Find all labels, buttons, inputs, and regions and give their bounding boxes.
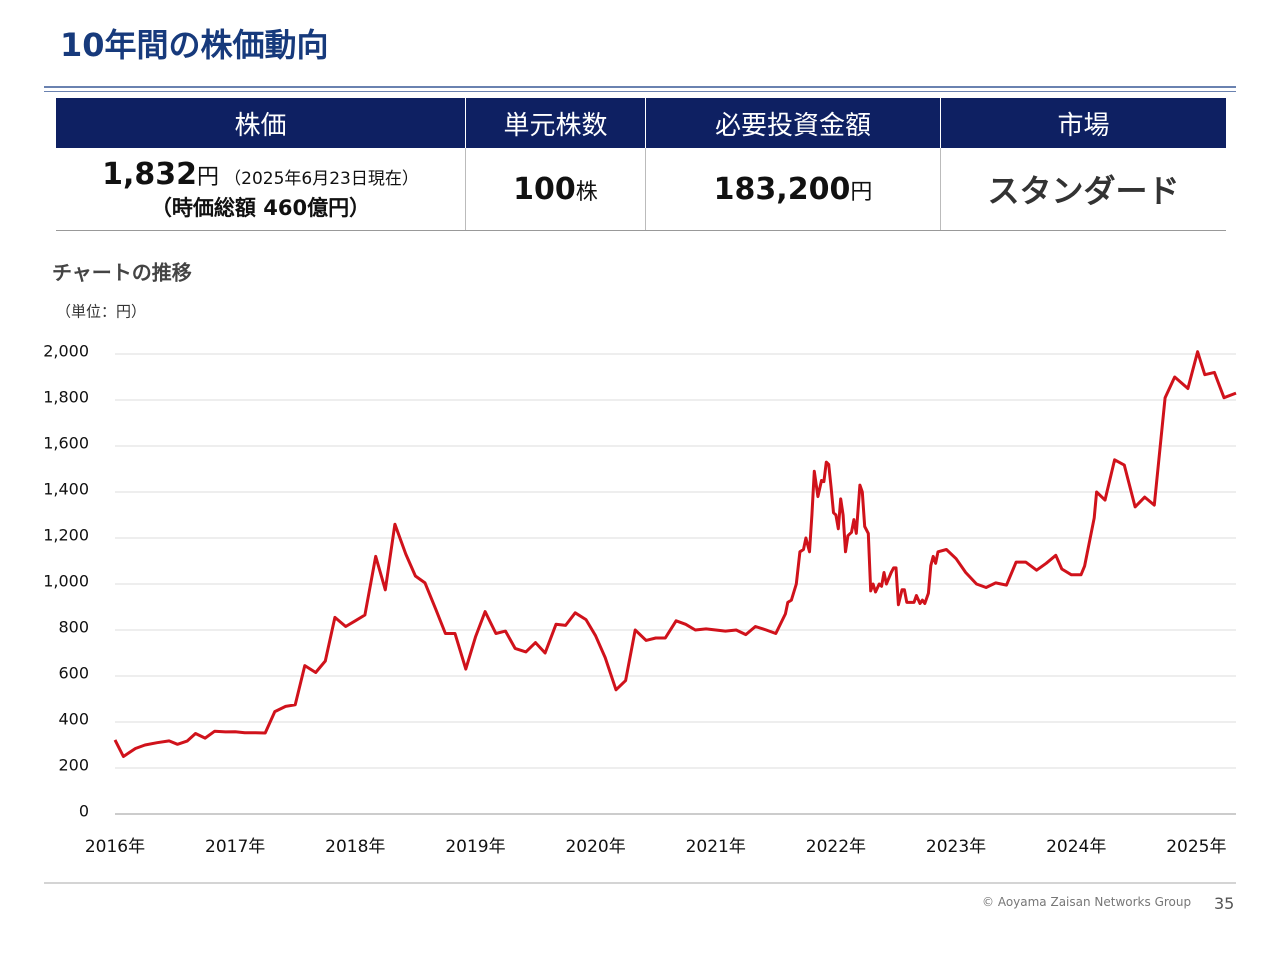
y-tick-label: 200	[58, 756, 89, 775]
header-cell: 必要投資金額	[645, 98, 941, 148]
unit: 株	[575, 179, 598, 205]
price: 1,832	[102, 156, 198, 192]
y-tick-label: 1,000	[43, 572, 89, 591]
data-row: 1,832円 （2025年6月23日現在） （時価総額 460億円） 100株 …	[56, 148, 1226, 231]
y-tick-label: 1,600	[43, 434, 89, 453]
investment-cell: 183,200円	[645, 148, 941, 231]
x-tick-label: 2025年	[1166, 837, 1226, 857]
unit-label: （単位：円）	[56, 303, 146, 321]
x-tick-label: 2019年	[445, 837, 505, 857]
y-tick-label: 2,000	[43, 342, 89, 361]
y-tick-label: 600	[58, 664, 89, 683]
market-cap: （時価総額 460億円）	[150, 195, 371, 220]
page-number: 35	[1214, 894, 1235, 913]
unit: 円	[850, 179, 873, 205]
unit: 円	[197, 164, 220, 190]
header-cell: 市場	[940, 98, 1226, 148]
shares: 100	[513, 171, 576, 207]
market-cell: スタンダード	[940, 148, 1226, 231]
header-row: 株価 単元株数 必要投資金額 市場	[56, 98, 1226, 148]
x-tick-label: 2022年	[806, 837, 866, 857]
slide-title: 10年間の株価動向	[60, 26, 329, 64]
header-cell: 株価	[56, 98, 466, 148]
x-tick-label: 2023年	[926, 837, 986, 857]
header-cell: 単元株数	[465, 98, 646, 148]
y-tick-label: 400	[58, 710, 89, 729]
x-tick-label: 2024年	[1046, 837, 1106, 857]
y-tick-label: 1,200	[43, 526, 89, 545]
x-tick-label: 2018年	[325, 837, 385, 857]
info-table: 株価 単元株数 必要投資金額 市場 1,832円 （2025年6月23日現在） …	[56, 98, 1226, 231]
y-tick-label: 1,800	[43, 388, 89, 407]
x-tick-label: 2016年	[85, 837, 145, 857]
y-tick-label: 0	[79, 802, 89, 821]
investment: 183,200	[713, 171, 851, 207]
y-tick-label: 800	[58, 618, 89, 637]
title-rule	[44, 91, 1236, 92]
price-line	[113, 350, 1237, 758]
x-tick-label: 2020年	[565, 837, 625, 857]
title-rule	[44, 86, 1236, 88]
chart-title: チャートの推移	[52, 261, 192, 285]
copyright: © Aoyama Zaisan Networks Group	[982, 895, 1192, 909]
shares-cell: 100株	[465, 148, 646, 231]
date: （2025年6月23日現在）	[224, 168, 419, 189]
y-tick-label: 1,400	[43, 480, 89, 499]
x-tick-label: 2017年	[205, 837, 265, 857]
x-tick-label: 2021年	[686, 837, 746, 857]
price-cell: 1,832円 （2025年6月23日現在） （時価総額 460億円）	[56, 148, 466, 231]
market: スタンダード	[987, 172, 1180, 210]
